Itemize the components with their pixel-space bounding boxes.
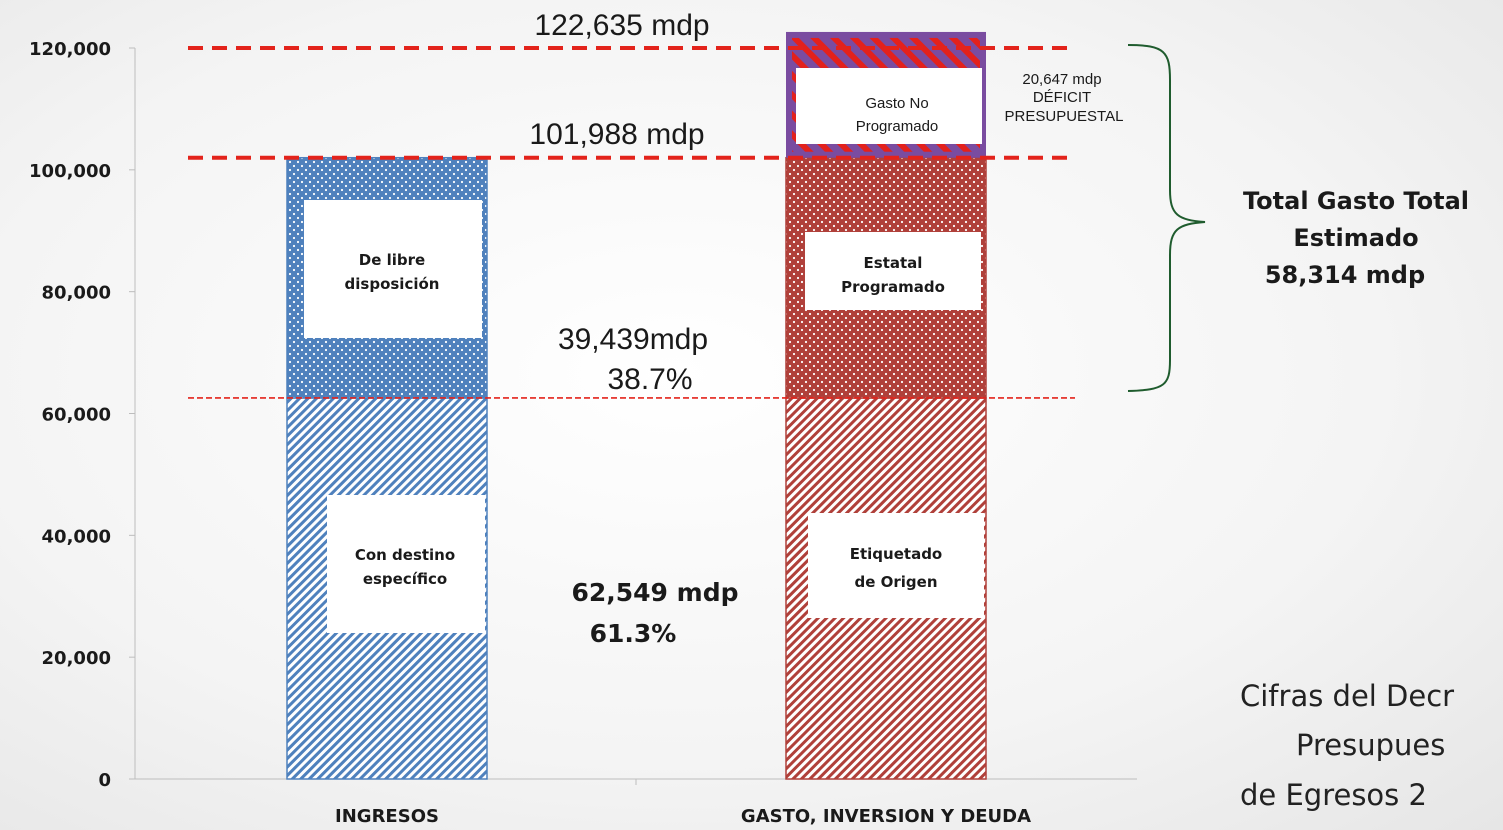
deficit-amount: 20,647 mdp	[1022, 71, 1101, 88]
segment-label-text: específico	[363, 570, 447, 588]
x-tick-label: GASTO, INVERSION Y DEUDA	[741, 806, 1031, 827]
segment-label-box	[796, 68, 982, 144]
source-note-line-2: Presupues	[1296, 728, 1445, 762]
segment-label-text: disposición	[345, 275, 440, 293]
segment-label-text: Etiquetado	[850, 545, 942, 563]
source-note-line-3: de Egresos 2	[1240, 778, 1427, 812]
low-pct-annotation: 61.3%	[590, 619, 677, 648]
total-line-1: Total Gasto Total	[1243, 187, 1469, 215]
deficit-title: DÉFICIT	[1033, 89, 1091, 106]
y-tick-label: 40,000	[42, 526, 111, 547]
total-line-2: Estimado	[1293, 224, 1418, 252]
segment-label-text: De libre	[359, 251, 425, 269]
segment-label-text: Gasto No	[865, 95, 928, 112]
segment-label-box	[304, 200, 482, 338]
total-line-3: 58,314 mdp	[1265, 261, 1425, 289]
segment-label-box	[327, 495, 485, 633]
segment-labels: Con destino específico De libre disposición…	[304, 68, 984, 633]
y-tick-label: 120,000	[29, 39, 111, 60]
segment-label-text: Programado	[856, 118, 939, 135]
low-amount-annotation: 62,549 mdp	[571, 578, 738, 607]
mid-amount-annotation: 39,439mdp	[558, 323, 708, 356]
y-tick-label: 0	[98, 770, 111, 791]
total-brace	[1127, 44, 1206, 392]
segment-label-text: Estatal	[864, 254, 923, 272]
ref-line-101988-label: 101,988 mdp	[529, 118, 704, 151]
segment-label-box	[808, 513, 984, 618]
deficit-subtitle: PRESUPUESTAL	[1005, 108, 1124, 125]
segment-label-text: de Origen	[854, 573, 937, 591]
segment-label-text: Programado	[841, 278, 945, 296]
segment-label-text: Con destino	[355, 546, 455, 564]
ref-line-122635-label: 122,635 mdp	[534, 9, 709, 42]
y-tick-label: 60,000	[42, 405, 111, 426]
x-axis-ticks: INGRESOS GASTO, INVERSION Y DEUDA	[335, 779, 1031, 827]
segment-label-box	[805, 232, 981, 310]
x-tick-label: INGRESOS	[335, 806, 439, 827]
y-tick-label: 100,000	[29, 161, 111, 182]
y-tick-label: 80,000	[42, 283, 111, 304]
y-tick-label: 20,000	[42, 648, 111, 669]
source-note-line-1: Cifras del Decr	[1240, 679, 1454, 713]
y-axis-ticks: 0 20,000 40,000 60,000 80,000 100,000 120,000	[29, 39, 135, 791]
reference-lines	[188, 46, 1075, 399]
mid-pct-annotation: 38.7%	[607, 363, 692, 396]
